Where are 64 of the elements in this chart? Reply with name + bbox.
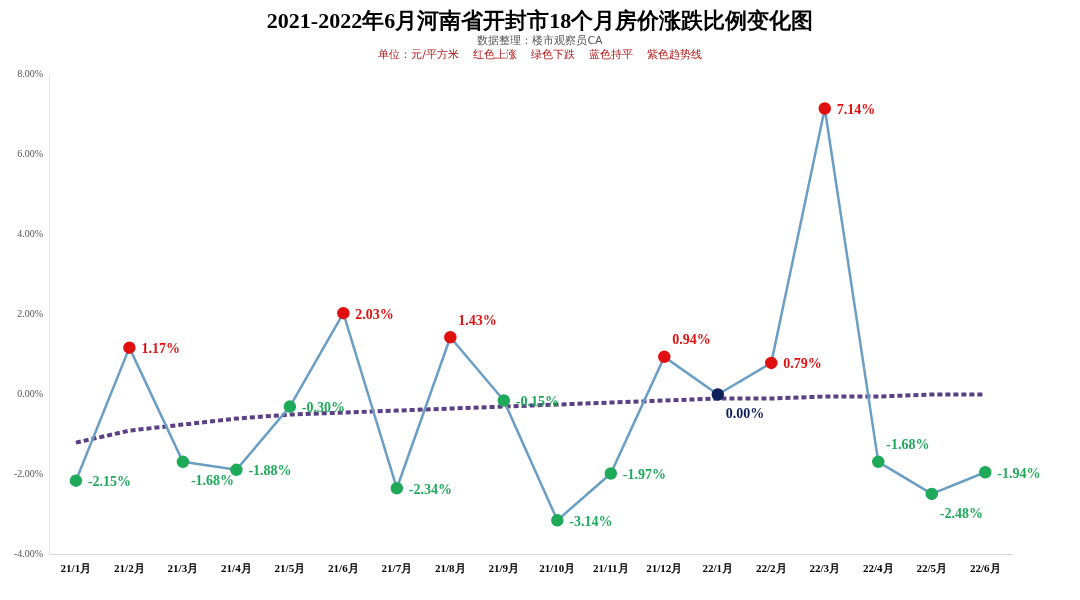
x-tick-label: 22/4月	[862, 562, 894, 575]
data-label: -0.15%	[515, 394, 560, 410]
data-label: 7.14%	[836, 102, 876, 118]
y-tick-label: 4.00%	[17, 227, 44, 239]
point	[765, 356, 778, 370]
x-tick-label: 21/6月	[328, 562, 359, 575]
data-label: -0.30%	[301, 400, 346, 416]
data-label: 2.03%	[355, 306, 394, 322]
data-label: -1.68%	[886, 437, 930, 453]
point	[658, 350, 671, 364]
x-tick-label: 21/10月	[539, 562, 576, 575]
chart-title: 2021-2022年6月河南省开封市18个月房价涨跌比例变化图	[265, 8, 815, 34]
x-tick-label: 22/1月	[702, 562, 734, 575]
x-tick-label: 21/5月	[274, 562, 306, 575]
data-label: 1.43%	[458, 312, 497, 328]
data-label: 1.17%	[141, 341, 180, 357]
text: 单位：元/平方米 红色上涨 绿色下跌 蓝色持平 紫色趋势线	[377, 48, 703, 62]
point	[497, 394, 511, 407]
x-tick-label: 21/12月	[646, 562, 683, 575]
point	[925, 487, 939, 501]
data-label: 0.94%	[672, 332, 711, 348]
point	[444, 330, 457, 344]
x-tick-label: 22/5月	[916, 562, 948, 575]
point	[230, 463, 243, 477]
point	[337, 306, 350, 320]
y-tick-label: 6.00%	[17, 147, 44, 159]
point	[123, 341, 136, 354]
y-tick-label: -4.00%	[13, 548, 44, 560]
y-tick-label: 8.00%	[17, 67, 44, 79]
x-tick-label: 22/2月	[756, 562, 787, 575]
x-tick-label: 22/3月	[809, 562, 841, 575]
data-label: -2.48%	[939, 505, 983, 521]
x-tick-label: 21/2月	[114, 562, 145, 575]
data-label: -1.97%	[622, 467, 666, 483]
data-label: 0.79%	[783, 356, 822, 372]
x-tick-label: 21/3月	[167, 562, 199, 575]
y-tick-label: 0.00%	[17, 388, 44, 400]
data-label: -2.34%	[408, 481, 453, 497]
data-label: -3.14%	[569, 513, 613, 529]
x-tick-label: 21/8月	[435, 562, 466, 575]
x-tick-label: 21/4月	[221, 562, 252, 575]
point	[176, 455, 190, 469]
point	[979, 466, 992, 479]
point	[551, 514, 564, 527]
x-tick-label: 21/9月	[488, 562, 520, 575]
point	[711, 388, 725, 401]
point	[872, 455, 885, 469]
point	[283, 400, 297, 413]
x-tick-label: 21/11月	[593, 562, 629, 575]
point	[69, 474, 83, 487]
y-tick-label: -2.00%	[13, 468, 44, 480]
chart-subtitle: 数据整理：楼市观察员CA	[476, 34, 604, 48]
point	[604, 467, 618, 480]
data-label: -1.88%	[248, 463, 292, 479]
point	[818, 102, 832, 115]
x-tick-label: 21/1月	[60, 562, 92, 575]
point	[390, 482, 404, 495]
data-label: -1.94%	[997, 465, 1041, 481]
y-tick-label: 2.00%	[17, 308, 44, 320]
x-tick-label: 22/6月	[969, 562, 1001, 575]
data-label: 0.00%	[725, 406, 765, 422]
data-label: -2.15%	[87, 474, 132, 490]
data-label: -1.68%	[190, 473, 235, 489]
x-tick-label: 21/7月	[381, 562, 413, 575]
